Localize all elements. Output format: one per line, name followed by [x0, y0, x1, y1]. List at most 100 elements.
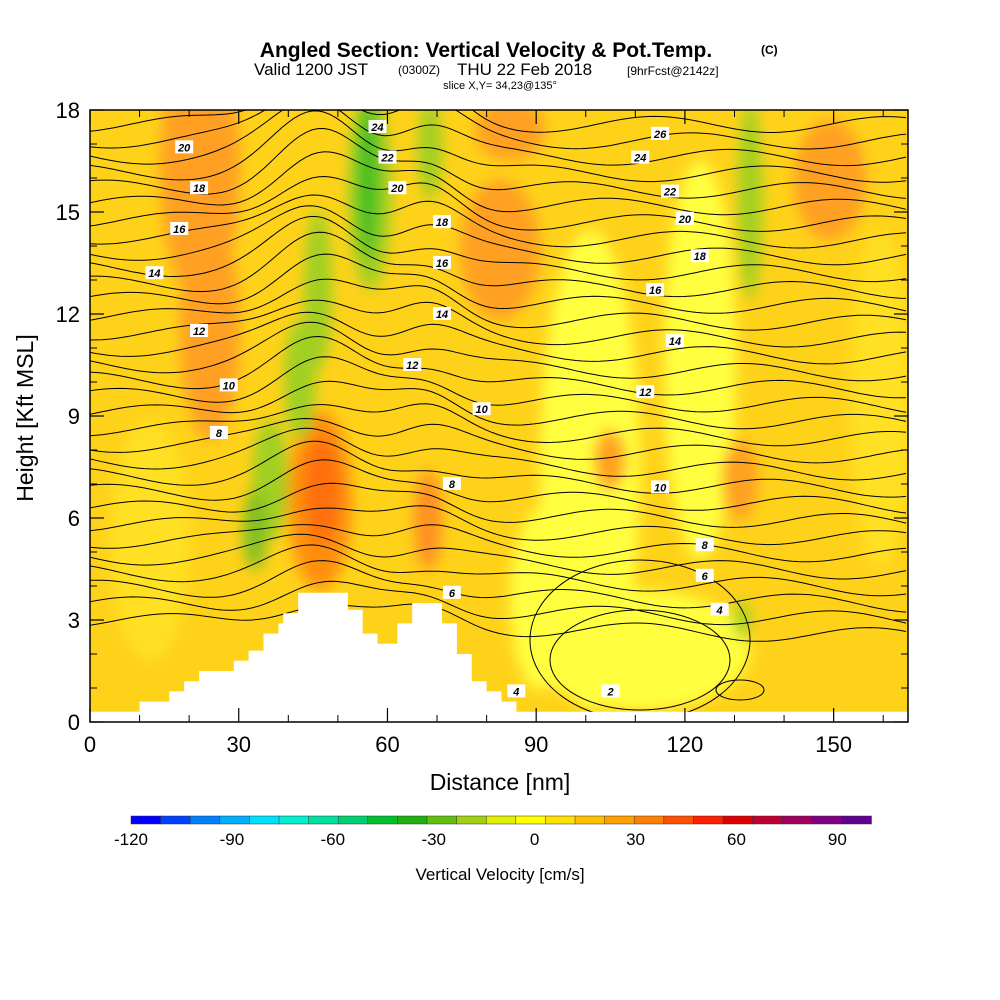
contour-label-box — [636, 385, 655, 399]
contour-label: 12 — [193, 326, 205, 338]
theta-contour-line — [90, 544, 907, 597]
valid-date: THU 22 Feb 2018 — [457, 60, 592, 79]
y-tick-label: 18 — [56, 98, 80, 123]
contour-label: 24 — [633, 153, 646, 165]
colorbar-swatch — [545, 815, 576, 825]
colorbar-swatch — [722, 815, 754, 825]
colorbar: -120 -90 -60 -30 0 30 60 90 — [114, 815, 872, 849]
colorbar-swatch — [485, 815, 517, 825]
y-tick-label: 9 — [68, 404, 80, 429]
theta-contour-line — [90, 205, 907, 266]
contour-label-box — [661, 184, 680, 198]
contour-label: 10 — [223, 380, 236, 392]
contour-label: 16 — [649, 285, 662, 297]
contour-label-box — [651, 480, 670, 494]
y-tick-label: 3 — [68, 608, 80, 633]
colorbar-swatch — [456, 815, 487, 825]
colorbar-tick-label: 30 — [626, 830, 645, 849]
contour-label: 14 — [669, 336, 681, 348]
contour-label-box — [170, 222, 189, 235]
colorbar-tick-label: -90 — [220, 830, 245, 849]
velocity-blob — [510, 510, 570, 690]
colorbar-swatch — [574, 815, 606, 825]
contour-label: 22 — [663, 187, 676, 199]
theta-contours — [90, 110, 907, 721]
colorbar-tick-label: -60 — [321, 830, 346, 849]
theta-contour-line — [90, 505, 907, 546]
forecast-info: [9hrFcst@2142z] — [627, 64, 719, 78]
theta-contour-line — [90, 356, 907, 413]
contour-label: 12 — [406, 360, 418, 372]
contour-label-box — [695, 568, 714, 582]
contour-label-box — [388, 181, 407, 195]
contour-label: 8 — [216, 428, 223, 440]
theta-contour-line — [90, 110, 907, 167]
contour-label: 2 — [606, 686, 613, 698]
x-tick-label: 30 — [226, 732, 250, 757]
colorbar-swatch — [367, 815, 399, 825]
contour-label-box — [646, 283, 665, 297]
velocity-blob — [357, 110, 379, 260]
y-axis: 0 3 6 9 12 15 18 — [56, 98, 908, 735]
y-tick-label: 12 — [56, 302, 80, 327]
x-axis-label: Distance [nm] — [430, 769, 571, 795]
colorbar-swatch — [160, 815, 191, 825]
contour-label-box — [432, 256, 451, 269]
colorbar-swatch — [337, 815, 369, 825]
colorbar-tick-label: -30 — [421, 830, 446, 849]
theta-contour-line — [90, 440, 907, 498]
theta-contour-line — [549, 609, 731, 711]
theta-contour-line — [90, 299, 907, 348]
contour-label: 18 — [436, 217, 449, 229]
velocity-blob — [110, 420, 190, 660]
velocity-blob — [594, 430, 626, 490]
contour-label-box — [695, 538, 714, 552]
contour-label-box — [507, 684, 526, 698]
colorbar-tick-label: 60 — [727, 830, 746, 849]
valid-prefix: Valid 1200 JST — [254, 60, 368, 79]
theta-contour-line — [90, 459, 907, 514]
x-tick-label: 0 — [84, 732, 96, 757]
colorbar-swatch — [663, 815, 695, 825]
colorbar-swatch — [781, 815, 813, 825]
x-tick-label: 60 — [375, 732, 399, 757]
terrain — [90, 592, 908, 722]
contour-label-box — [190, 181, 209, 195]
theta-contour-line — [90, 253, 907, 314]
slice-info: slice X,Y= 34,23@135° — [443, 80, 557, 92]
contour-label-box — [631, 150, 650, 164]
contour-label-box — [190, 324, 209, 337]
velocity-blob — [414, 470, 442, 570]
theta-contour-line — [90, 110, 907, 133]
y-tick-label: 15 — [56, 200, 80, 225]
colorbar-tick-label: -120 — [114, 830, 148, 849]
colorbar-tick-label: 90 — [828, 830, 847, 849]
colorbar-swatch — [515, 815, 547, 825]
contour-label: 4 — [512, 686, 519, 698]
theta-contour-line — [90, 321, 907, 382]
chart-header: Angled Section: Vertical Velocity & Pot.… — [254, 39, 778, 92]
x-tick-label: 150 — [815, 732, 852, 757]
theta-contour-line — [90, 533, 907, 580]
contour-label: 10 — [476, 404, 489, 416]
colorbar-swatch — [426, 815, 458, 825]
contour-label-box — [675, 211, 694, 225]
contour-label: 16 — [436, 258, 449, 270]
velocity-blob — [794, 120, 866, 240]
chart-title-tag: (C) — [761, 43, 778, 57]
colorbar-swatch — [693, 815, 724, 825]
theta-contour-line — [90, 215, 907, 283]
theta-contour-line — [90, 580, 907, 626]
contour-label-box — [442, 585, 461, 599]
contour-label: 16 — [173, 224, 186, 236]
y-tick-label: 6 — [68, 506, 80, 531]
contour-label-box — [710, 602, 729, 616]
contour-label-box — [442, 477, 461, 490]
velocity-blob — [284, 320, 316, 440]
theta-contour-line — [90, 151, 907, 216]
theta-contour-line — [90, 482, 907, 528]
contour-label-box — [403, 358, 422, 371]
contour-label: 22 — [380, 153, 393, 165]
theta-contour-line — [90, 603, 907, 642]
